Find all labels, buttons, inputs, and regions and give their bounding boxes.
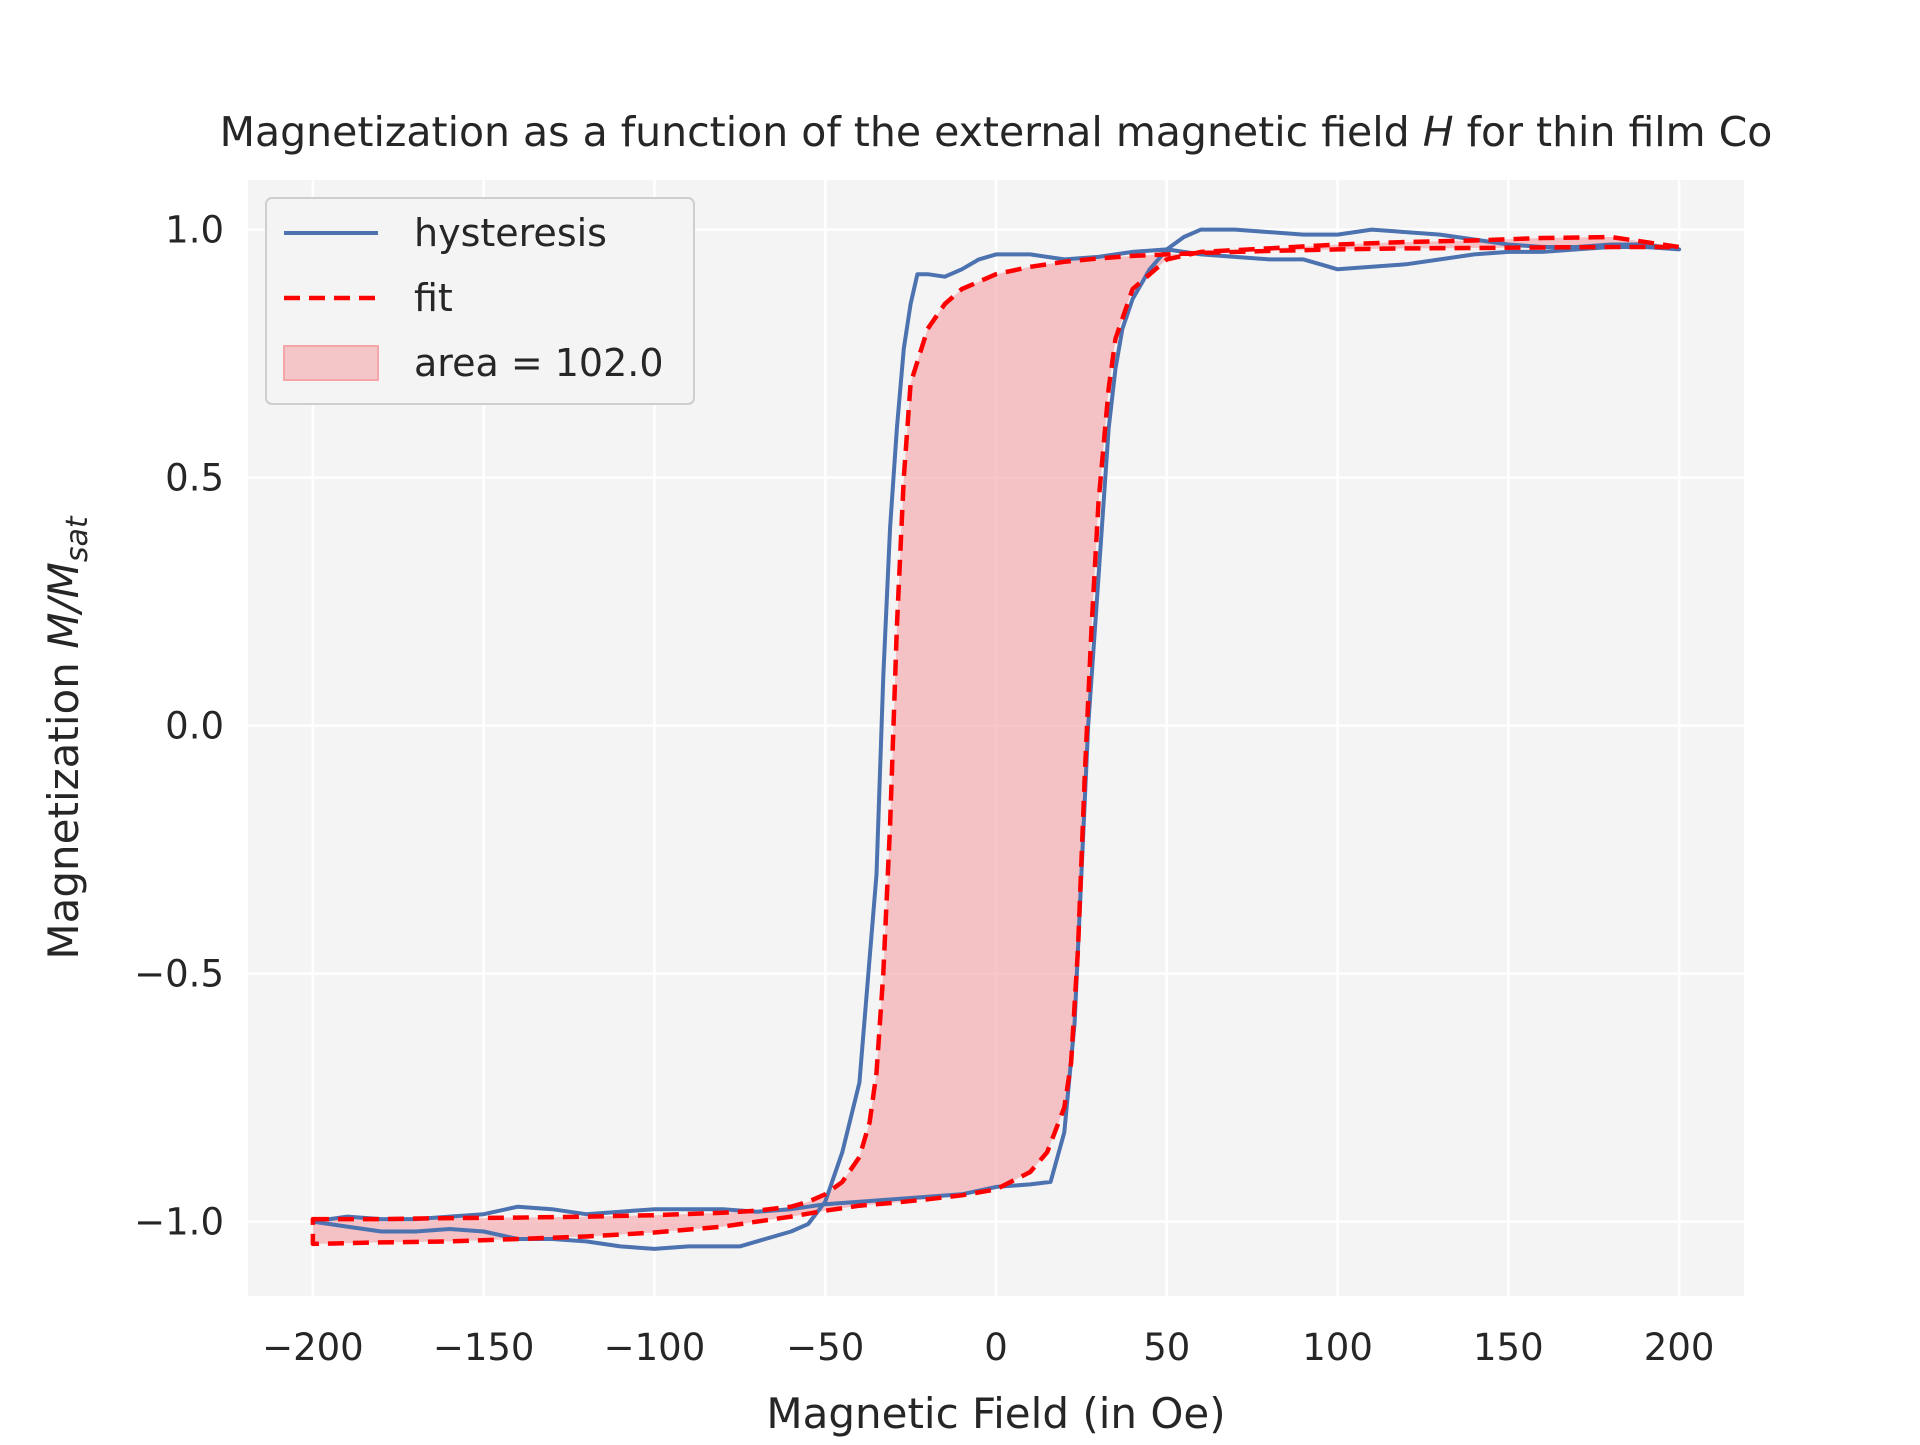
legend: hysteresis fit area = 102.0 [265, 197, 695, 405]
y-tick-label: −1.0 [134, 1201, 224, 1244]
x-tick-label: 50 [1143, 1326, 1190, 1369]
legend-area-swatch [283, 345, 379, 381]
y-tick-label: 0.0 [165, 705, 224, 748]
x-tick-label: −50 [786, 1326, 864, 1369]
legend-area-label: area = 102.0 [414, 341, 664, 385]
series-fit-line [310, 234, 1682, 1247]
y-axis-label-math: M/M [39, 562, 88, 649]
y-tick-label: −0.5 [134, 953, 224, 996]
x-tick-label: 100 [1302, 1326, 1373, 1369]
x-tick-label: −100 [604, 1326, 706, 1369]
x-tick-label: −150 [433, 1326, 535, 1369]
series-lines [310, 227, 1682, 1251]
x-tick-label: 200 [1644, 1326, 1715, 1369]
x-tick-label: −200 [262, 1326, 364, 1369]
x-tick-label: 0 [984, 1326, 1008, 1369]
y-tick-label: 1.0 [165, 209, 224, 252]
y-tick-label: 0.5 [165, 457, 224, 500]
x-tick-labels: −200 −150 −100 −50 0 50 100 150 200 [262, 1326, 1714, 1369]
legend-fit-label: fit [414, 276, 453, 320]
y-tick-labels: −1.0 −0.5 0.0 0.5 1.0 [134, 209, 224, 1244]
x-axis-label: Magnetic Field (in Oe) [766, 1389, 1225, 1438]
legend-hysteresis-label: hysteresis [414, 211, 607, 255]
series-hysteresis-line [312, 227, 1682, 1251]
y-axis-label: Magnetization M/Msat [39, 515, 95, 959]
title-symbol: H [1423, 108, 1454, 156]
y-axis-label-subscript: sat [60, 515, 95, 562]
area-fill [312, 237, 1680, 1244]
chart-title: Magnetization as a function of the exter… [220, 108, 1773, 156]
x-tick-label: 150 [1473, 1326, 1544, 1369]
hysteresis-area [312, 237, 1680, 1244]
